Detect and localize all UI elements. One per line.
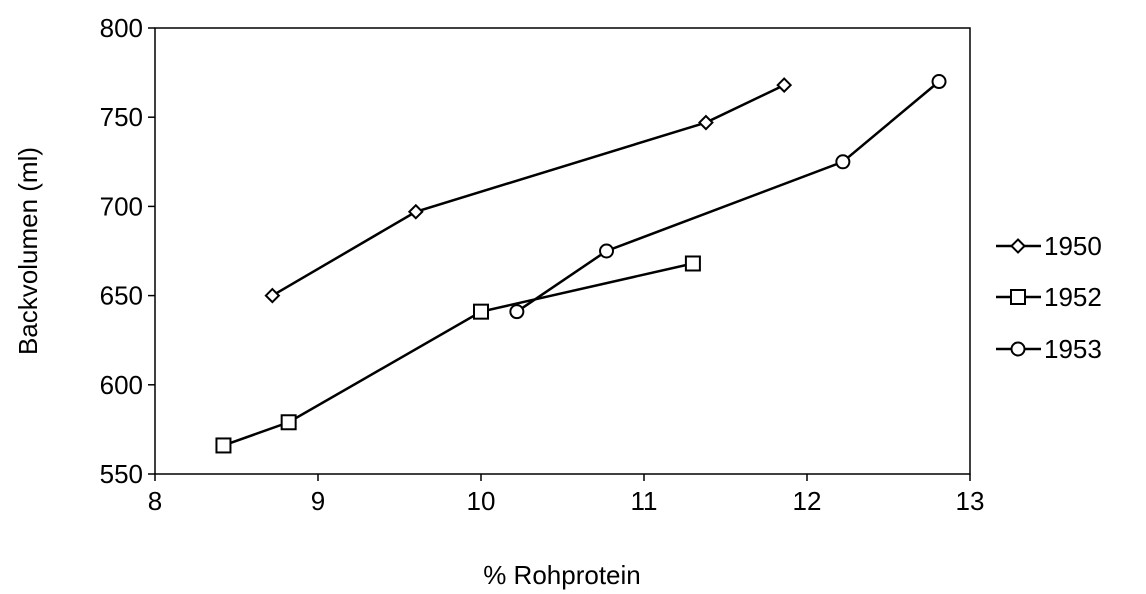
y-tick-label: 650 [100,281,143,311]
data-point-1953 [509,304,525,320]
legend-label: 1953 [1044,334,1102,364]
legend-item-1950: 1950 [996,231,1102,261]
x-axis: 8 9 10 11 12 13 [148,474,985,516]
x-tick-label: 11 [631,486,658,516]
data-point-1950 [698,114,714,131]
series-line-1950 [271,83,785,297]
data-point-1953 [599,243,615,259]
data-point-1953 [835,154,851,170]
y-tick-label: 600 [100,370,143,400]
x-tick-label: 10 [467,486,496,516]
x-tick-label: 8 [148,486,162,516]
series-layer [215,74,947,454]
y-axis: 550 600 650 700 750 800 [100,13,155,489]
data-point-1950 [407,203,424,220]
x-tick-label: 12 [793,486,822,516]
legend-label: 1952 [1044,282,1102,312]
y-tick-label: 700 [100,191,143,221]
legend-item-1952: 1952 [996,282,1102,312]
data-point-1952 [684,255,701,272]
x-tick-label: 9 [311,486,325,516]
y-axis-label: Backvolumen (ml) [13,147,43,355]
y-tick-label: 550 [100,459,143,489]
legend-item-1953: 1953 [996,334,1102,364]
data-point-1952 [215,437,232,454]
data-point-1950 [776,77,793,94]
legend-marker-circle [1010,341,1026,357]
series-line-1953 [516,80,940,313]
data-point-1952 [280,414,297,431]
legend-marker-diamond [1010,238,1026,254]
x-axis-label: % Rohprotein [483,560,641,590]
data-point-1953 [931,74,947,90]
series-1953 [509,74,947,320]
series-1950 [264,77,793,304]
y-tick-label: 800 [100,13,143,43]
legend: 1950 1952 1953 [996,231,1102,364]
legend-marker-square [1010,289,1026,305]
y-tick-label: 750 [100,102,143,132]
x-tick-label: 13 [956,486,985,516]
series-line-1952 [223,262,694,447]
data-point-1952 [473,303,489,320]
series-1952 [215,255,701,454]
data-point-1950 [264,287,281,304]
legend-label: 1950 [1044,231,1102,261]
plot-area [154,27,971,475]
